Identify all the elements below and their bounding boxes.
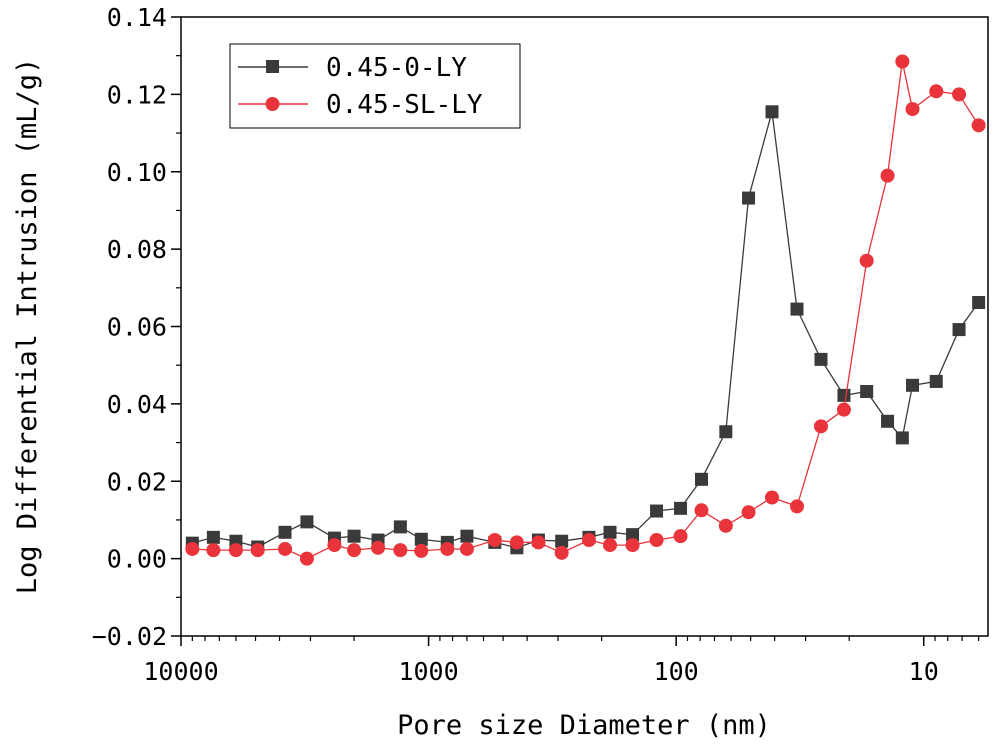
data-point-series-2 [440,541,455,556]
data-point-series-1 [881,414,895,428]
data-point-series-1 [414,532,428,546]
data-point-series-1 [206,530,220,544]
data-point-series-1 [719,425,733,439]
legend: 0.45-0-LY 0.45-SL-LY [229,43,521,129]
legend-marker-series-1 [266,60,279,73]
data-point-series-1 [742,191,756,205]
data-point-series-1 [860,384,874,398]
y-tick-label: 0.06 [107,313,167,342]
data-point-series-2 [347,543,362,558]
data-point-series-2 [880,168,895,183]
y-tick-label: 0.10 [107,158,167,187]
data-point-series-2 [718,518,733,533]
data-point-series-1 [626,528,640,542]
data-point-series-2 [971,118,986,133]
y-tick-label: 0.00 [107,545,167,574]
data-point-series-2 [673,529,688,544]
data-point-series-2 [371,540,386,555]
data-point-series-2 [393,543,408,558]
x-tick-label: 1000 [398,657,458,686]
data-point-series-1 [929,374,943,388]
data-point-series-1 [603,525,617,539]
y-tick-label: 0.14 [107,3,167,32]
x-axis-ticks: 10000 1000 100 10 [143,636,980,686]
data-point-series-2 [327,538,342,553]
data-point-series-1 [765,105,779,119]
data-point-series-2 [649,533,664,548]
series-layer [185,54,986,566]
data-point-series-1 [790,302,804,316]
data-point-series-1 [460,529,474,543]
data-point-series-2 [895,54,910,69]
data-point-series-2 [625,538,640,553]
data-point-series-2 [581,533,596,548]
data-point-series-2 [509,535,524,550]
data-point-series-1 [300,515,314,529]
legend-label-series-2: 0.45-SL-LY [326,90,483,120]
y-tick-label: 0.08 [107,235,167,264]
data-point-series-2 [531,535,546,550]
data-point-series-2 [299,551,314,566]
data-point-series-1 [674,501,688,515]
data-point-series-2 [836,402,851,417]
y-tick-label: 0.02 [107,467,167,496]
data-point-series-2 [554,545,569,560]
data-point-series-2 [813,419,828,434]
data-point-series-1 [650,504,664,518]
y-tick-label: 0.12 [107,80,167,109]
data-point-series-1 [814,352,828,366]
data-point-series-2 [765,490,780,505]
data-point-series-2 [278,541,293,556]
series-line-2 [192,61,980,560]
data-point-series-2 [206,543,221,558]
data-point-series-2 [487,533,502,548]
data-point-series-1 [952,323,966,337]
y-tick-label: 0.04 [107,390,167,419]
legend-marker-series-2 [265,97,280,111]
series-line-1 [192,111,980,549]
x-tick-label: 10 [909,657,939,686]
data-point-series-1 [837,388,851,402]
data-point-series-2 [250,543,265,558]
data-point-series-1 [393,520,407,534]
y-axis-title: Log Differential Intrusion (mL/g) [12,58,43,594]
data-point-series-2 [459,541,474,556]
data-point-series-2 [228,543,243,558]
x-tick-label: 100 [654,657,699,686]
data-point-series-1 [347,529,361,543]
data-point-series-2 [603,538,618,553]
data-point-series-2 [859,253,874,268]
data-point-series-2 [905,102,920,117]
data-point-series-2 [694,503,709,518]
data-point-series-1 [694,472,708,486]
data-point-series-1 [895,431,909,445]
legend-box [229,43,521,129]
data-point-series-2 [185,541,200,556]
data-point-series-1 [905,378,919,392]
data-point-series-2 [952,87,967,102]
data-point-series-2 [414,543,429,558]
data-point-series-1 [972,296,986,310]
y-axis-ticks: −0.02 0.00 0.02 0.04 0.06 0.08 0.10 0.12 0.14 [92,3,181,651]
y-tick-label: −0.02 [92,622,167,651]
x-axis-title: Pore size Diameter (nm) [397,710,771,741]
data-point-series-2 [789,499,804,514]
data-point-series-1 [278,525,292,539]
data-point-series-2 [929,84,944,99]
data-point-series-2 [741,505,756,520]
legend-label-series-1: 0.45-0-LY [326,53,467,83]
x-tick-label: 10000 [143,657,218,686]
data-point-series-1 [555,534,569,548]
